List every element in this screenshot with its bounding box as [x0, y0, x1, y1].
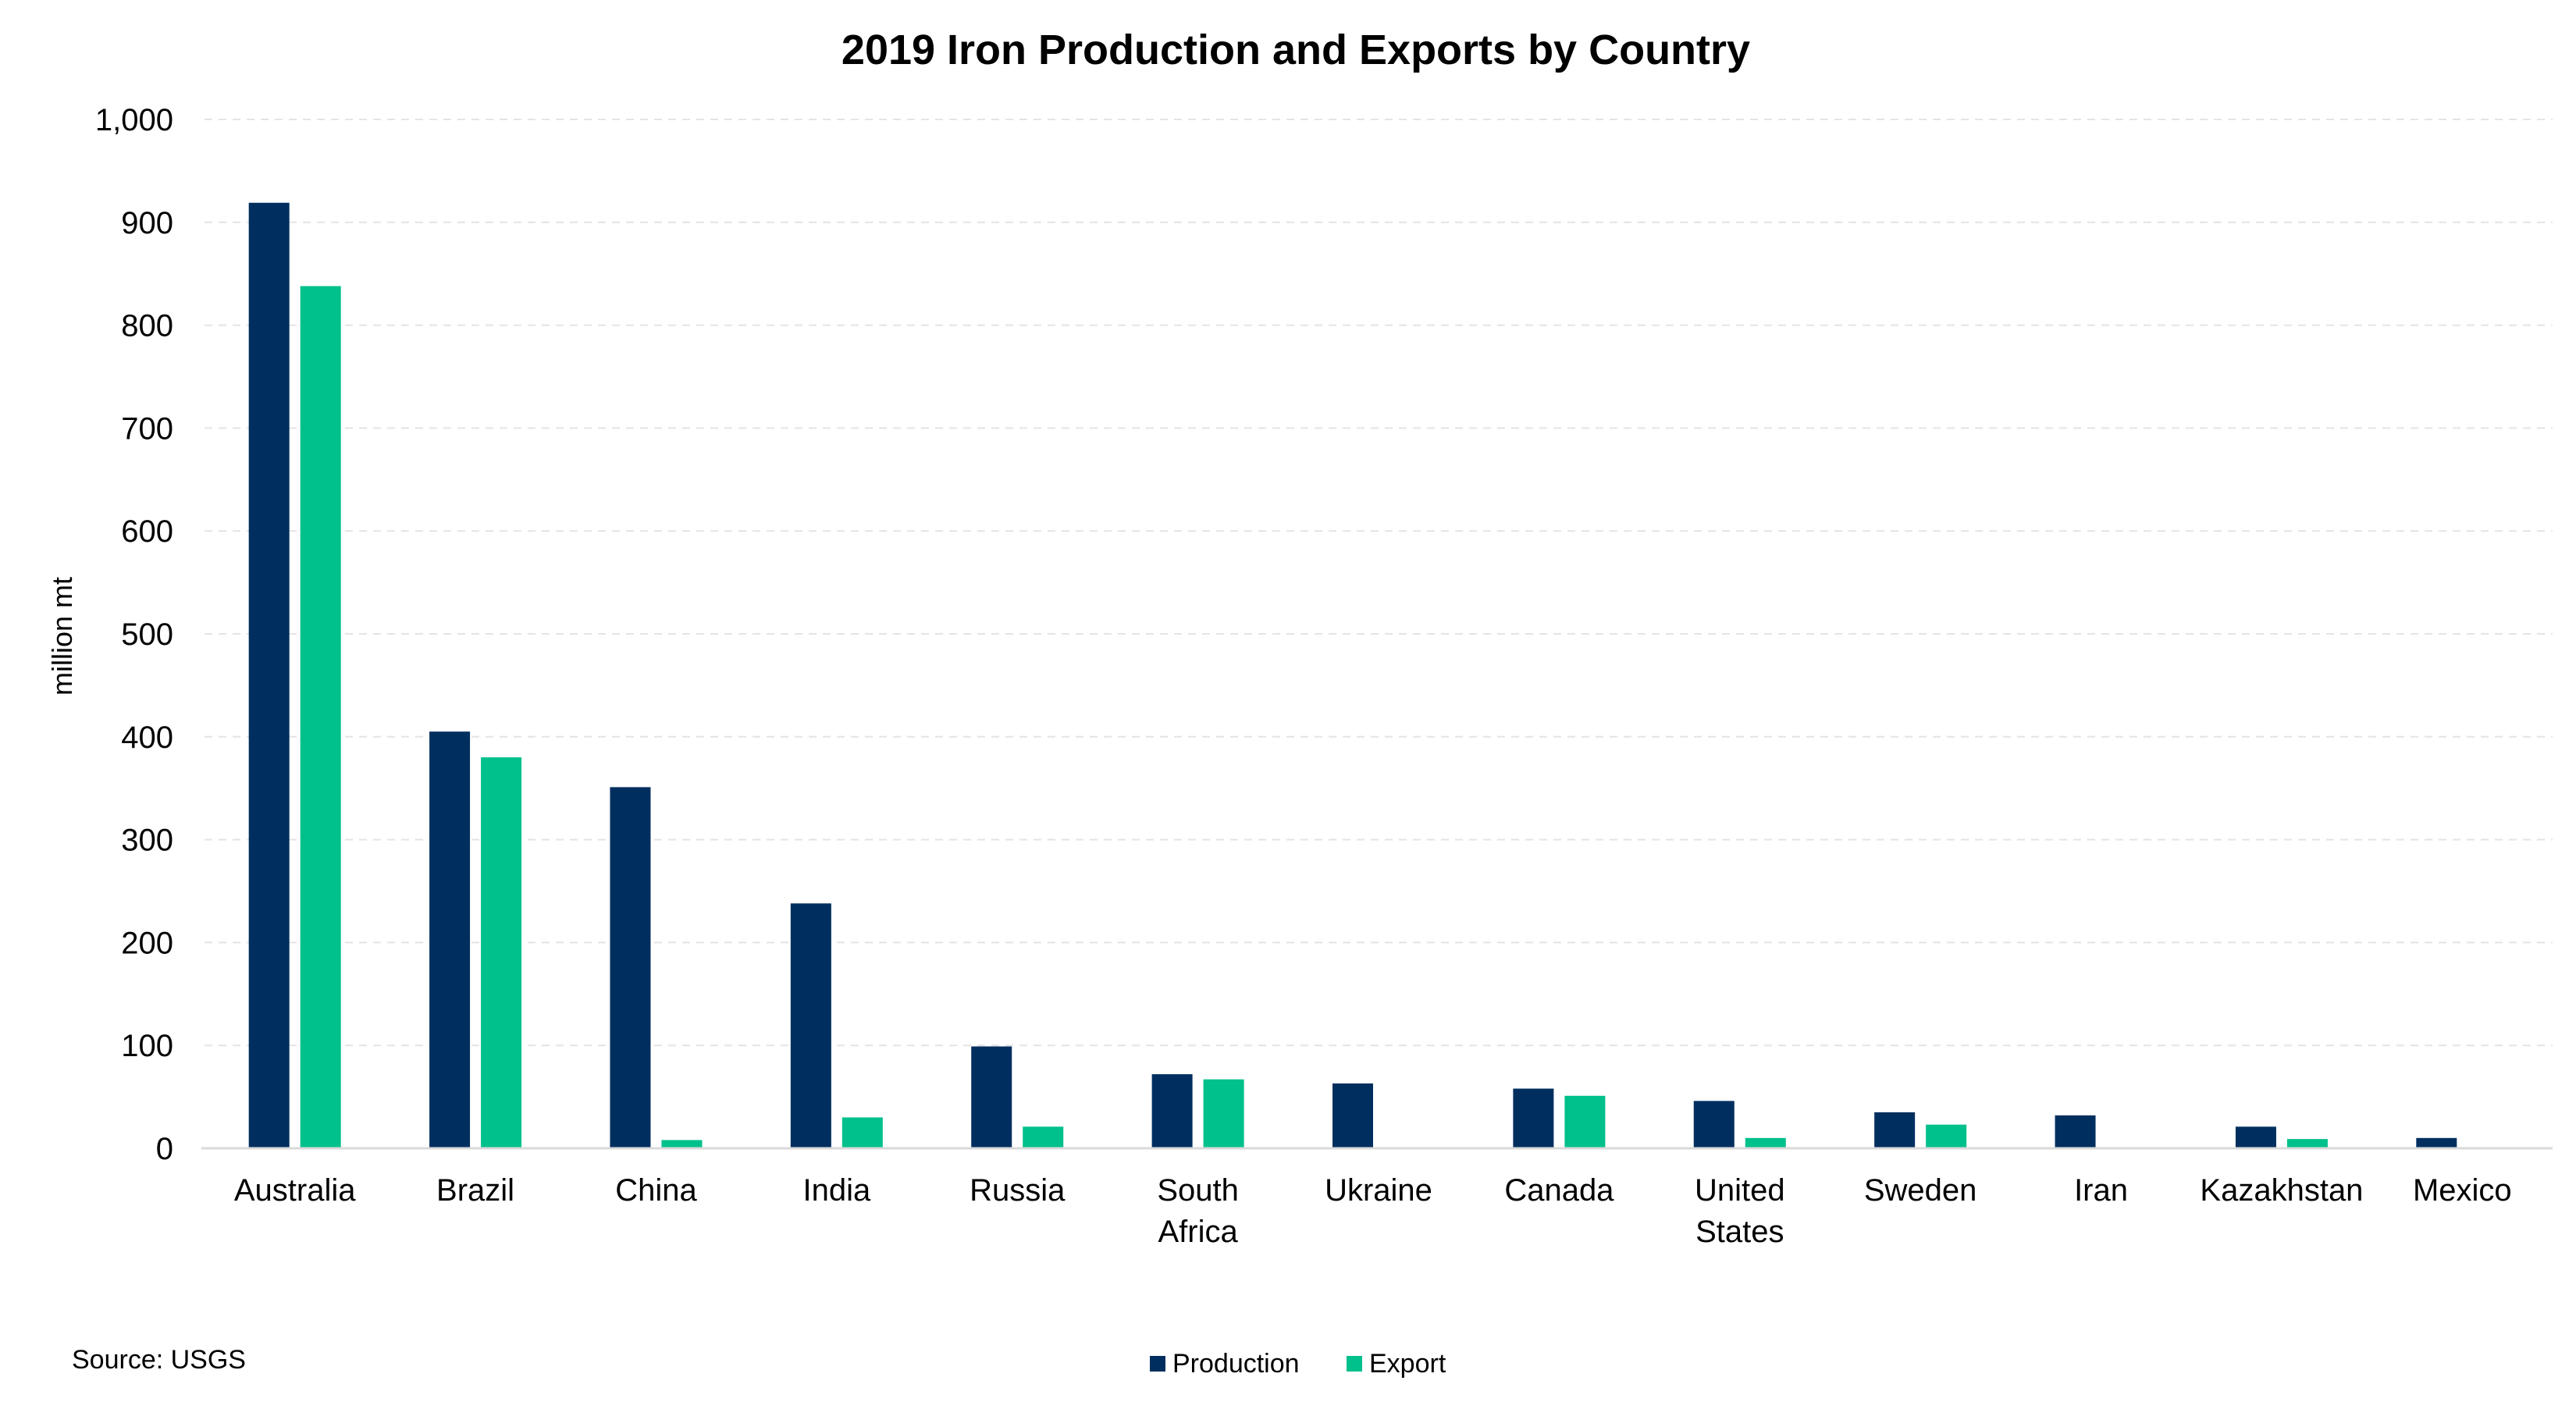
x-category-label: Canada — [1504, 1173, 1614, 1208]
y-tick-label: 500 — [121, 617, 173, 652]
x-category-label: Kazakhstan — [2200, 1173, 2363, 1208]
y-tick-label: 300 — [121, 824, 173, 858]
bar-production-south-africa — [1151, 1074, 1193, 1148]
y-axis-ticks: 0 100 200 300 400 500 600 700 800 900 1,000 — [95, 103, 173, 1166]
y-tick-label: 1,000 — [95, 103, 173, 137]
bar-production-china — [610, 787, 651, 1148]
y-axis-label: million mt — [46, 577, 78, 696]
y-tick-label: 400 — [121, 721, 173, 755]
bar-export-kazakhstan — [2286, 1139, 2328, 1148]
x-category-label: Iran — [2074, 1173, 2128, 1208]
y-tick-label: 700 — [121, 411, 173, 446]
x-category-label: United States — [1695, 1173, 1785, 1249]
bar-export-sweden — [1926, 1124, 1967, 1148]
bar-production-mexico — [2416, 1137, 2457, 1148]
y-tick-label: 600 — [121, 514, 173, 549]
x-category-label: China — [615, 1173, 697, 1208]
legend: Production Export — [1150, 1349, 1446, 1379]
bar-export-canada — [1564, 1095, 1606, 1148]
x-category-label: Brazil — [436, 1173, 514, 1208]
y-tick-label: 900 — [121, 206, 173, 240]
bar-export-united-states — [1745, 1137, 1786, 1148]
y-tick-label: 200 — [121, 926, 173, 960]
bar-production-australia — [248, 202, 290, 1148]
x-category-label: Mexico — [2413, 1173, 2512, 1208]
legend-swatch-production — [1150, 1356, 1165, 1372]
bar-production-india — [790, 903, 831, 1148]
legend-label-export: Export — [1369, 1349, 1446, 1379]
bar-production-russia — [971, 1046, 1012, 1148]
bar-production-canada — [1513, 1088, 1554, 1148]
bar-export-south-africa — [1203, 1079, 1244, 1148]
bar-production-brazil — [429, 731, 471, 1148]
y-tick-label: 800 — [121, 309, 173, 343]
y-tick-label: 0 — [156, 1132, 173, 1166]
bars — [248, 202, 2457, 1148]
bar-production-iran — [2055, 1115, 2096, 1148]
bar-production-united-states — [1693, 1101, 1735, 1148]
x-category-label: South Africa — [1157, 1173, 1239, 1249]
x-category-label: Sweden — [1864, 1173, 1977, 1208]
x-axis-categories: Australia Brazil China India Russia South Afri… — [234, 1173, 2512, 1249]
chart-title: 2019 Iron Production and Exports by Coun… — [841, 27, 1750, 73]
source-note: Source: USGS — [72, 1345, 246, 1375]
gridlines — [205, 119, 2553, 1047]
bar-production-ukraine — [1332, 1083, 1373, 1148]
bar-export-australia — [300, 286, 341, 1148]
x-category-label: Ukraine — [1325, 1173, 1432, 1208]
x-category-label: Russia — [970, 1173, 1066, 1208]
bar-production-kazakhstan — [2235, 1126, 2276, 1148]
bar-export-russia — [1023, 1126, 1064, 1148]
legend-swatch-export — [1347, 1356, 1362, 1372]
legend-label-production: Production — [1172, 1349, 1300, 1379]
bar-export-india — [841, 1117, 883, 1148]
bar-export-china — [661, 1140, 703, 1148]
x-category-label: Australia — [234, 1173, 356, 1208]
x-category-label: India — [802, 1173, 870, 1208]
bar-production-sweden — [1874, 1112, 1916, 1148]
y-tick-label: 100 — [121, 1029, 173, 1063]
bar-export-brazil — [481, 757, 522, 1148]
